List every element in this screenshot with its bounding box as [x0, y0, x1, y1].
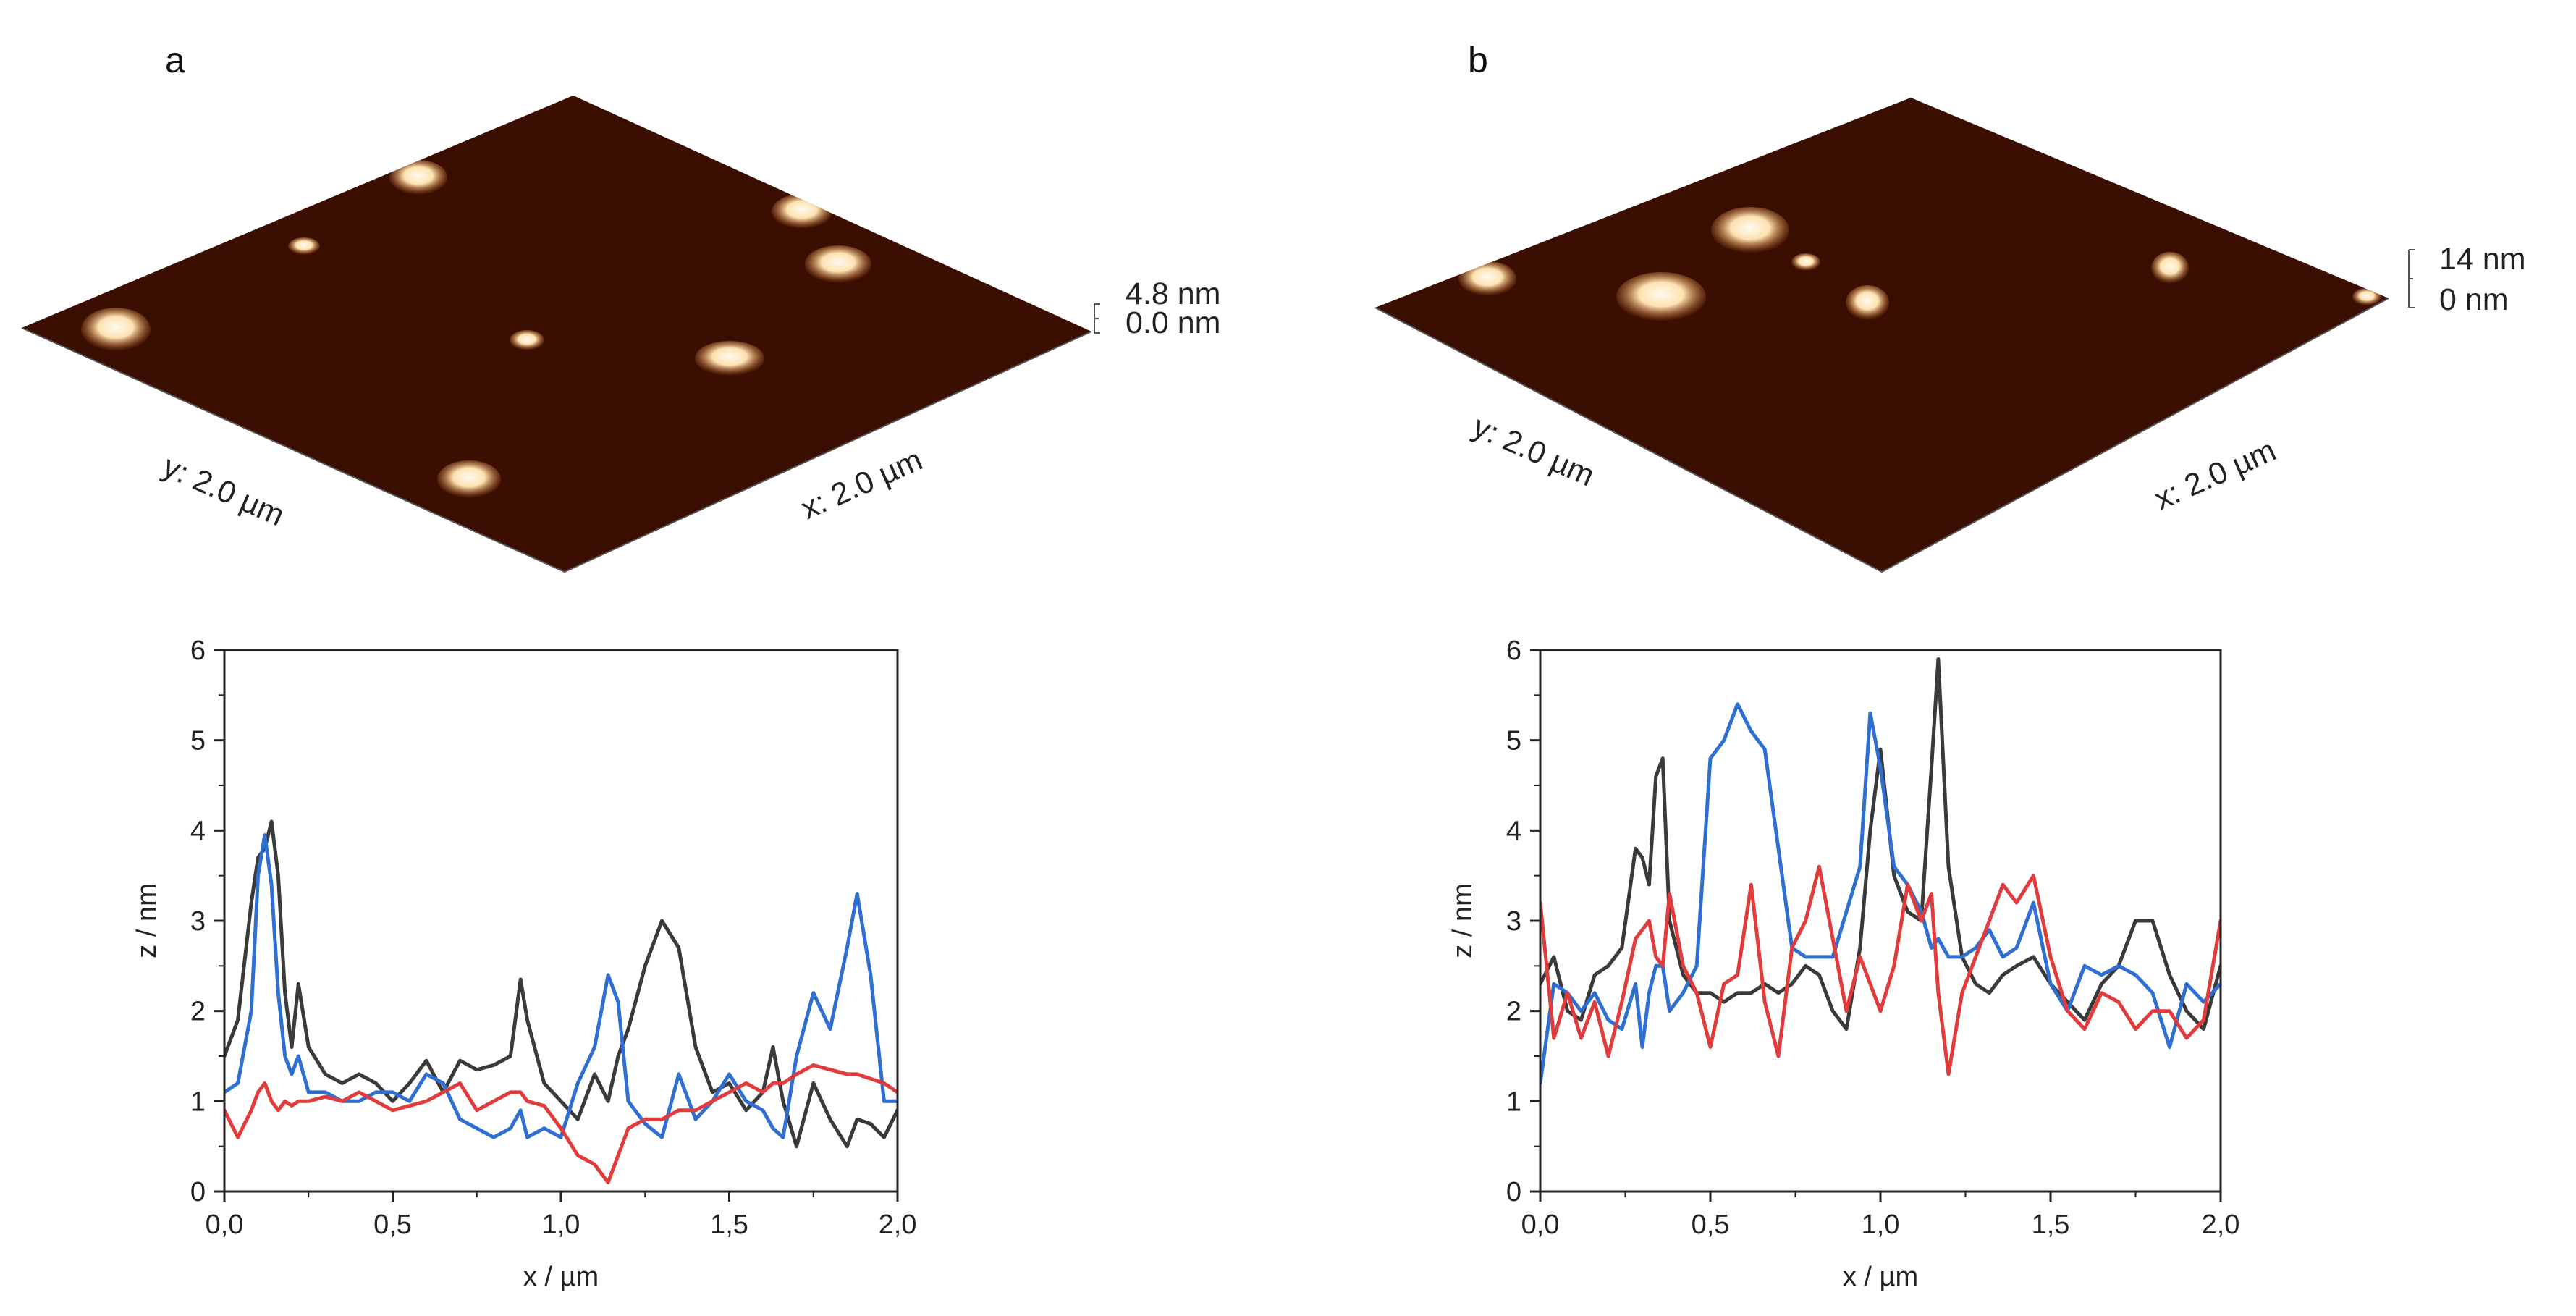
afm-peak [1711, 207, 1789, 253]
x-tick-label: 0,5 [1692, 1210, 1730, 1240]
afm-x-label-b: x: 2.0 µm [2150, 433, 2281, 517]
afm-zmin-label-a: 0.0 nm [1126, 305, 1220, 340]
x-axis-title: x / µm [523, 1262, 599, 1292]
afm-texture-b [1375, 98, 2389, 572]
x-axis-title: x / µm [1843, 1262, 1918, 1292]
series-line-red-a [224, 1063, 898, 1184]
y-tick-label: 6 [190, 636, 206, 666]
y-tick-label: 1 [1506, 1087, 1521, 1117]
afm-peak [695, 341, 764, 376]
panel-label-b: b [1468, 40, 1488, 80]
x-tick-label: 0,0 [1521, 1210, 1560, 1240]
afm-peak [805, 245, 871, 283]
afm-surface-a [21, 96, 1092, 573]
afm-frame-a [21, 327, 1092, 573]
afm-peak [81, 308, 151, 351]
series-line-red-b [1540, 864, 2221, 1076]
line-chart-a: 0 1 2 3 4 5 6 0,0 0,5 1,0 1,5 2,0 x / µm z / nm [132, 636, 916, 1292]
panel-label-a: a [165, 40, 185, 80]
y-tick-label: 2 [1506, 997, 1521, 1027]
line-chart-b: 0 1 2 3 4 5 6 0,0 0,5 1,0 1,5 2,0 x / µm z / nm [1448, 636, 2239, 1292]
afm-frame-b [1374, 298, 2389, 573]
series-group [1540, 657, 2221, 1085]
afm-peaks-b [1458, 207, 2381, 321]
afm-zscale-a [1094, 303, 1100, 334]
afm-peak [1616, 272, 1706, 321]
afm-zmin-label-b: 0 nm [2439, 282, 2509, 317]
afm-peak [389, 160, 447, 195]
afm-peak [1791, 253, 1820, 271]
series-group [224, 819, 898, 1184]
afm-texture-a [22, 96, 1091, 572]
series-line-blue-a [224, 833, 898, 1139]
y-tick-label: 4 [190, 816, 206, 846]
afm-peak [772, 194, 832, 229]
y-tick-label: 6 [1506, 636, 1521, 666]
afm-peak [510, 330, 544, 350]
x-tick-label: 1,5 [710, 1210, 748, 1240]
afm-surface-b [1374, 98, 2389, 573]
afm-peak [1846, 285, 1889, 320]
x-tick-label: 2,0 [2202, 1210, 2240, 1240]
panel-a: a y: 2.0 µm x: 2.0 µm 4.8 nm 0.0 nm [21, 40, 1220, 573]
panel-b: b y: 2.0 µm x: 2.0 µm 14 nm 0 nm [1374, 40, 2526, 573]
series-line-black-b [1540, 657, 2221, 1032]
y-tick-label: 5 [190, 726, 206, 756]
y-tick-label: 3 [190, 906, 206, 937]
x-tick-label: 1,0 [1862, 1210, 1900, 1240]
y-tick-label: 1 [190, 1087, 206, 1117]
y-tick-label: 5 [1506, 726, 1521, 756]
x-tick-label: 1,0 [542, 1210, 580, 1240]
afm-peak [437, 460, 501, 498]
x-tick-label: 0,0 [206, 1210, 244, 1240]
afm-peak [288, 237, 320, 255]
x-tick-label: 1,5 [2032, 1210, 2070, 1240]
afm-zmax-label-b: 14 nm [2439, 242, 2526, 277]
afm-y-label-b: y: 2.0 µm [1468, 409, 1600, 493]
y-axis-title: z / nm [1448, 883, 1478, 958]
afm-peak [2352, 288, 2381, 305]
afm-peak [2151, 252, 2189, 284]
afm-peak [1458, 261, 1516, 296]
afm-zmax-label-a: 4.8 nm [1126, 277, 1220, 311]
afm-y-label-a: y: 2.0 µm [158, 449, 290, 533]
y-tick-label: 3 [1506, 906, 1521, 937]
afm-zscale-b [2408, 249, 2415, 308]
y-tick-label: 2 [190, 997, 206, 1027]
y-tick-label: 0 [1506, 1177, 1521, 1207]
y-tick-label: 4 [1506, 816, 1521, 846]
x-tick-label: 0,5 [373, 1210, 412, 1240]
series-line-blue-b [1540, 702, 2221, 1085]
y-axis-title: z / nm [132, 883, 162, 958]
y-tick-label: 0 [190, 1177, 206, 1207]
plot-frame-b [1539, 649, 2222, 1193]
series-line-black-a [224, 819, 898, 1149]
x-tick-label: 2,0 [879, 1210, 917, 1240]
plot-frame-a [223, 649, 899, 1193]
